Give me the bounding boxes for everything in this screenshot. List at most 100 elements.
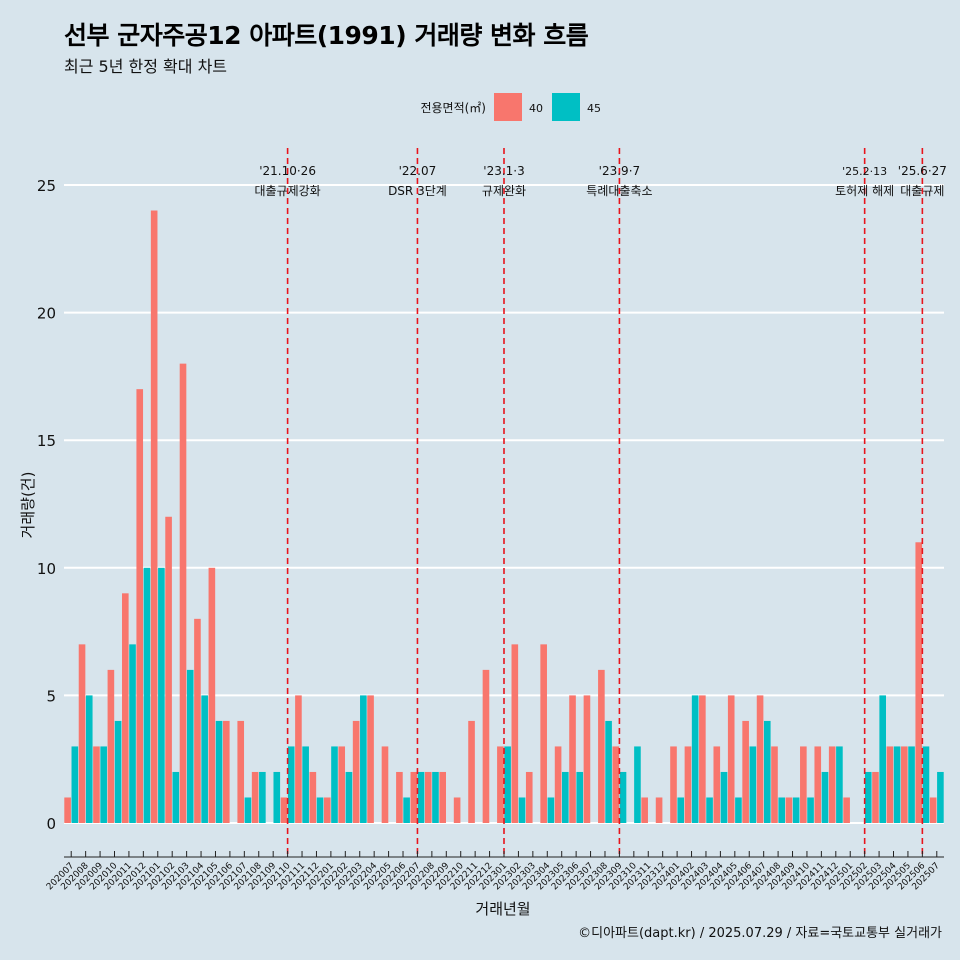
event-label: 토허제 해제: [835, 184, 894, 198]
bar-45-202502: [864, 771, 872, 823]
bar-40-202206: [396, 771, 403, 823]
bar-40-202201: [323, 797, 331, 823]
event-label: 대출규제: [900, 184, 944, 198]
bar-40-202401: [670, 746, 677, 823]
bar-40-202403: [699, 695, 706, 823]
bar-40-202406: [742, 720, 749, 823]
bar-45-202503: [879, 695, 886, 823]
bar-45-202505: [908, 746, 915, 823]
bar-40-202106: [222, 720, 230, 823]
x-axis: 2020072020082020092020102020112020122021…: [45, 851, 944, 892]
legend-label-40: 40: [529, 102, 543, 115]
bar-45-202408: [778, 797, 786, 823]
bar-45-202105: [215, 720, 223, 823]
legend-label-45: 45: [587, 102, 601, 115]
bar-45-202207: [417, 771, 425, 823]
bar-45-202203: [360, 695, 367, 823]
bar-40-202210: [453, 797, 461, 823]
bar-40-202505: [901, 746, 908, 823]
y-tick-label: 25: [37, 177, 56, 195]
legend: 전용면적(㎡) 40 45: [420, 93, 601, 121]
bar-45-202412: [836, 746, 843, 823]
legend-swatch-40: [494, 93, 522, 121]
event-date: '23.9·7: [599, 164, 640, 178]
bar-40-202112: [309, 771, 317, 823]
bar-45-202011: [129, 644, 136, 823]
y-axis: 0 5 10 15 20 25: [37, 177, 56, 833]
bar-45-202308: [605, 720, 612, 823]
legend-swatch-45: [552, 93, 580, 121]
bar-45-202012: [143, 567, 151, 823]
event-label: 대출규제강화: [254, 184, 320, 198]
bar-45-202010: [114, 720, 122, 823]
bar-40-202503: [872, 771, 879, 823]
bar-40-202009: [93, 746, 100, 823]
bar-40-202208: [424, 771, 432, 823]
legend-title: 전용면적(㎡): [420, 101, 486, 115]
bar-40-202312: [655, 797, 663, 823]
bar-40-202010: [107, 669, 115, 823]
chart-subtitle: 최근 5년 한정 확대 차트: [64, 57, 228, 76]
x-axis-label: 거래년월: [475, 900, 530, 918]
bar-40-202107: [237, 720, 245, 823]
bar-40-202404: [713, 746, 721, 823]
y-tick-label: 20: [37, 305, 56, 323]
bar-45-202108: [259, 771, 266, 823]
bar-45-202409: [792, 797, 800, 823]
y-tick-label: 5: [46, 687, 56, 705]
bar-40-202011: [122, 593, 129, 823]
bar-45-202405: [735, 797, 742, 823]
bar-45-202111: [302, 746, 309, 823]
bar-40-202209: [439, 771, 446, 823]
bar-45-202304: [547, 797, 555, 823]
bar-40-202409: [785, 797, 793, 823]
bar-40-202110: [280, 797, 288, 823]
bar-40-202007: [64, 797, 71, 823]
bar-45-202009: [100, 746, 107, 823]
bar-40-202308: [598, 669, 605, 823]
bar-40-202504: [886, 746, 894, 823]
bar-40-202105: [208, 567, 216, 823]
source-caption: ©디아파트(dapt.kr) / 2025.07.29 / 자료=국토교통부 실…: [578, 926, 942, 941]
bar-45-202402: [691, 695, 699, 823]
bar-40-202501: [843, 797, 850, 823]
bar-40-202507: [929, 797, 937, 823]
bar-45-202506: [922, 746, 930, 823]
bar-45-202401: [677, 797, 685, 823]
y-tick-label: 15: [37, 432, 56, 450]
bar-45-202406: [749, 746, 757, 823]
bar-40-202101: [150, 210, 158, 823]
bar-40-202402: [684, 746, 692, 823]
bar-40-202311: [641, 797, 648, 823]
bar-45-202407: [763, 720, 771, 823]
bar-45-202112: [316, 797, 324, 823]
bar-45-202107: [244, 797, 252, 823]
event-date: '25.2·13: [842, 165, 887, 178]
bar-45-202007: [71, 746, 79, 823]
bar-40-202412: [828, 746, 836, 823]
bar-40-202202: [338, 746, 346, 823]
bar-40-202204: [367, 695, 374, 823]
bar-45-202403: [706, 797, 713, 823]
bar-40-202411: [814, 746, 822, 823]
chart-title: 선부 군자주공12 아파트(1991) 거래량 변화 흐름: [64, 21, 589, 50]
bar-40-202301: [497, 746, 504, 823]
bar-45-202507: [937, 771, 944, 823]
bar-40-202104: [194, 618, 201, 823]
event-date: '22.07: [399, 164, 437, 178]
event-label: 규제완화: [482, 184, 526, 198]
event-date: '23.1·3: [483, 164, 524, 178]
bar-40-202108: [251, 771, 259, 823]
bar-40-202211: [468, 720, 475, 823]
bar-40-202305: [554, 746, 562, 823]
y-tick-label: 10: [37, 560, 56, 578]
bar-45-202305: [562, 771, 569, 823]
bar-45-202309: [619, 771, 627, 823]
y-axis-label: 거래량(건): [19, 472, 37, 539]
event-date: '25.6·27: [898, 164, 947, 178]
bars: [64, 210, 944, 823]
bar-45-202102: [172, 771, 180, 823]
bar-40-202407: [756, 695, 764, 823]
bar-45-202101: [158, 567, 165, 823]
